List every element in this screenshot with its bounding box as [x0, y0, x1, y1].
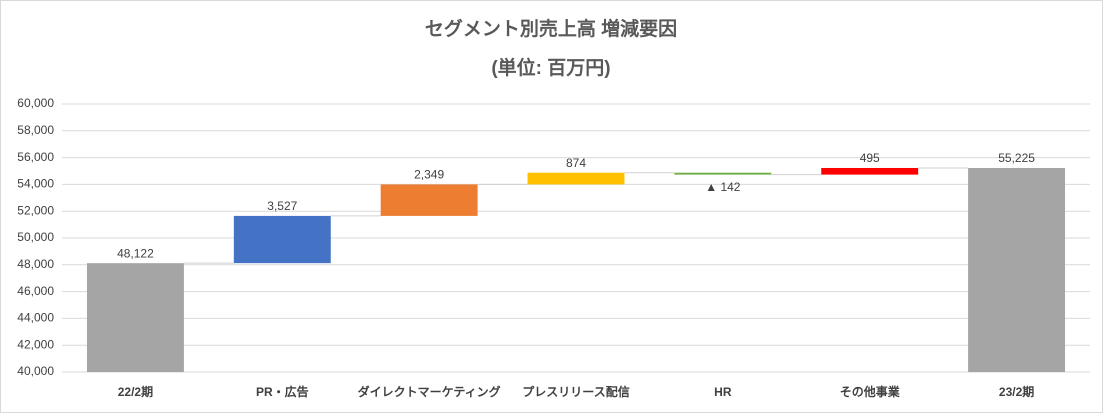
data-label: 495 — [860, 151, 880, 165]
y-tick-label: 58,000 — [17, 123, 54, 137]
data-label: 874 — [566, 156, 586, 170]
y-tick-label: 48,000 — [17, 257, 54, 271]
y-tick-label: 60,000 — [17, 96, 54, 110]
x-tick-label: その他事業 — [840, 384, 901, 399]
x-tick-label: HR — [714, 385, 732, 399]
bar — [233, 215, 331, 264]
bar — [674, 172, 772, 175]
bar — [86, 263, 184, 372]
data-label: 48,122 — [117, 246, 154, 260]
y-tick-label: 54,000 — [17, 177, 54, 191]
bar — [968, 167, 1066, 372]
x-tick-label: PR・広告 — [256, 384, 309, 399]
x-tick-label: ダイレクトマーケティング — [358, 384, 501, 399]
x-tick-label: プレスリリース配信 — [522, 384, 629, 399]
y-tick-label: 50,000 — [17, 230, 54, 244]
bar — [821, 167, 919, 175]
y-tick-label: 44,000 — [17, 311, 54, 325]
data-label: ▲ 142 — [705, 180, 741, 194]
bar — [527, 172, 625, 185]
y-tick-label: 40,000 — [17, 364, 54, 378]
y-tick-label: 42,000 — [17, 337, 54, 351]
y-tick-label: 52,000 — [17, 203, 54, 217]
x-tick-label: 22/2期 — [118, 384, 153, 399]
chart-subtitle: (単位: 百万円) — [491, 56, 610, 79]
bar — [380, 184, 478, 216]
y-tick-label: 46,000 — [17, 284, 54, 298]
y-tick-label: 56,000 — [17, 150, 54, 164]
data-label: 55,225 — [998, 151, 1035, 165]
chart-title: セグメント別売上高 増減要因 — [425, 17, 677, 40]
data-label: 2,349 — [414, 168, 444, 182]
data-label: 3,527 — [267, 199, 297, 213]
x-tick-label: 23/2期 — [999, 384, 1034, 399]
